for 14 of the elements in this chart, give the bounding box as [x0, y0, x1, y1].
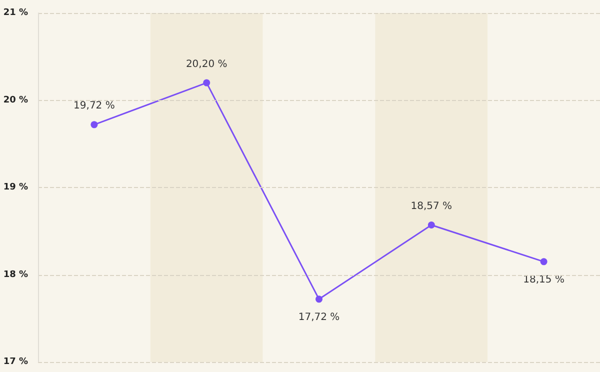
y-tick-label: 17 %: [3, 357, 28, 367]
y-tick-label: 18 %: [3, 270, 28, 280]
point: [540, 258, 548, 266]
point: [428, 222, 435, 229]
data-label: 17,72 %: [298, 312, 340, 324]
y-tick-label: 21 %: [3, 8, 28, 18]
point: [203, 79, 210, 86]
data-label: 18,57 %: [410, 201, 452, 212]
point: [90, 121, 98, 128]
point: [316, 296, 322, 303]
data-label: 19,72 %: [74, 100, 115, 112]
data-label: 20,20 %: [186, 58, 228, 70]
y-tick-label: 20 %: [3, 95, 28, 106]
y-tick-label: 19 %: [3, 182, 28, 192]
